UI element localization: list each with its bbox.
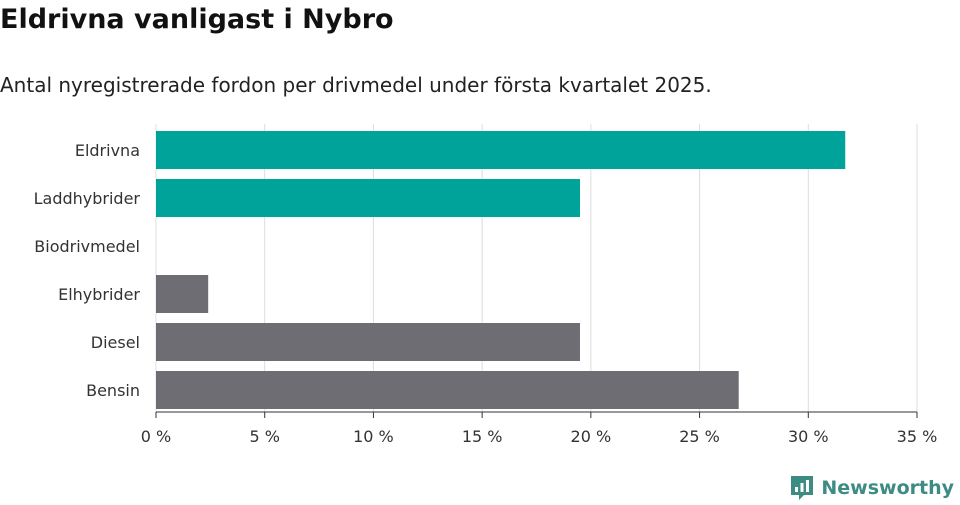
brand-name: Newsworthy [821, 477, 954, 499]
x-tick-label: 15 % [462, 427, 503, 446]
bar-chart: 0 % 5 % 10 % 15 % 20 % 25 % 30 % 35 % Eldrivna L… [34, 124, 938, 446]
x-tick-label: 10 % [353, 427, 394, 446]
x-axis: 0 % 5 % 10 % 15 % 20 % 25 % 30 % 35 % [141, 411, 938, 446]
newsworthy-chart-icon [791, 476, 814, 500]
x-tick-label: 35 % [897, 427, 938, 446]
grid-lines [155, 124, 918, 412]
category-labels: Eldrivna Laddhybrider Biodrivmedel Elhybrid… [34, 141, 141, 400]
category-label: Bensin [86, 381, 140, 400]
bar-bensin [156, 371, 739, 409]
x-tick-label: 25 % [679, 427, 720, 446]
chart-title: Eldrivna vanligast i Nybro [0, 4, 394, 35]
chart-subtitle: Antal nyregistrerade fordon per drivmede… [0, 73, 712, 97]
bar-eldrivna [156, 131, 846, 169]
category-label: Laddhybrider [34, 189, 141, 208]
x-tick-label: 5 % [249, 427, 279, 446]
newsworthy-logo: Newsworthy [789, 474, 954, 502]
bars [156, 131, 846, 409]
category-label: Biodrivmedel [34, 237, 140, 256]
bar-elhybrider [156, 275, 209, 313]
bar-diesel [156, 323, 580, 361]
x-tick-label: 0 % [141, 427, 171, 446]
x-tick-label: 30 % [788, 427, 829, 446]
x-tick-label: 20 % [571, 427, 612, 446]
category-label: Elhybrider [58, 285, 140, 304]
bar-laddhybrider [156, 179, 580, 217]
category-label: Diesel [91, 333, 140, 352]
category-label: Eldrivna [75, 141, 140, 160]
